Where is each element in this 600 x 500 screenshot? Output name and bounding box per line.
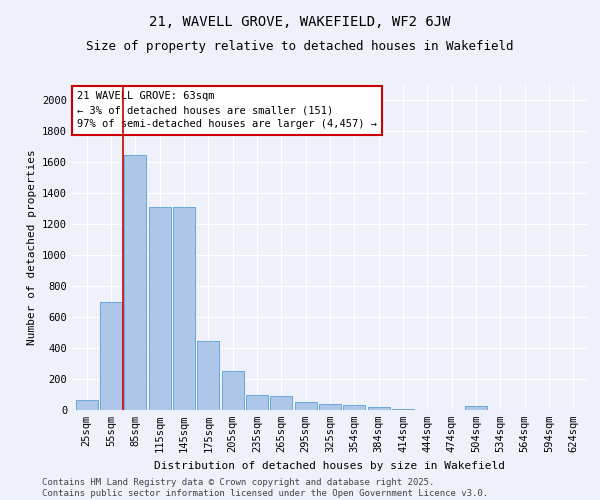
Text: 21 WAVELL GROVE: 63sqm
← 3% of detached houses are smaller (151)
97% of semi-det: 21 WAVELL GROVE: 63sqm ← 3% of detached …	[77, 92, 377, 130]
Bar	[392, 409, 414, 410]
Bar	[246, 396, 268, 410]
Bar	[465, 406, 487, 410]
X-axis label: Distribution of detached houses by size in Wakefield: Distribution of detached houses by size …	[155, 460, 505, 470]
Bar	[197, 341, 219, 410]
Bar	[295, 402, 317, 410]
Text: 21, WAVELL GROVE, WAKEFIELD, WF2 6JW: 21, WAVELL GROVE, WAKEFIELD, WF2 6JW	[149, 15, 451, 29]
Bar	[221, 372, 244, 410]
Y-axis label: Number of detached properties: Number of detached properties	[26, 150, 37, 346]
Bar	[100, 302, 122, 410]
Bar	[319, 404, 341, 410]
Bar	[76, 400, 98, 410]
Bar	[124, 154, 146, 410]
Bar	[343, 406, 365, 410]
Bar	[173, 208, 195, 410]
Text: Size of property relative to detached houses in Wakefield: Size of property relative to detached ho…	[86, 40, 514, 53]
Bar	[368, 407, 389, 410]
Bar	[271, 396, 292, 410]
Text: Contains HM Land Registry data © Crown copyright and database right 2025.
Contai: Contains HM Land Registry data © Crown c…	[42, 478, 488, 498]
Bar	[149, 208, 170, 410]
